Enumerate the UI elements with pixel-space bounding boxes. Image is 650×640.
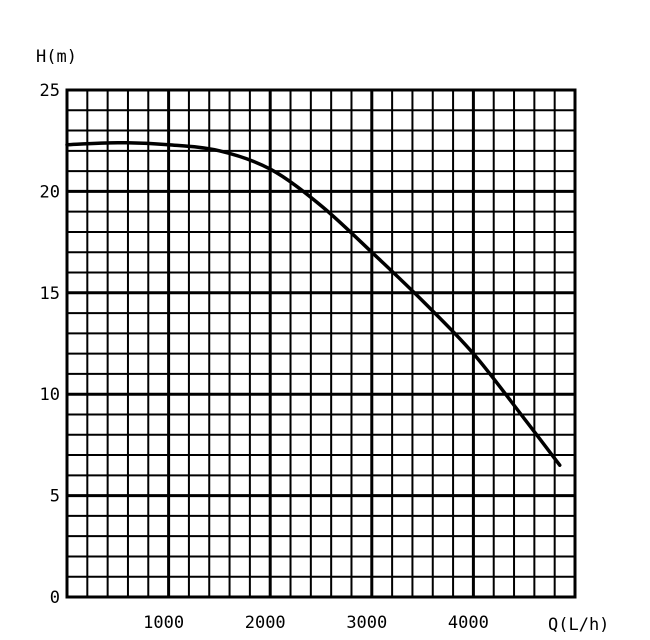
y-tick-labels: 0 5 10 15 20 25 — [40, 81, 60, 608]
series-group — [65, 140, 562, 467]
grid-minor — [67, 90, 575, 597]
x-tick-label: 1000 — [143, 613, 184, 633]
grid-major — [67, 90, 575, 597]
y-tick-label: 15 — [40, 284, 60, 304]
y-tick-label: 20 — [40, 182, 60, 202]
x-axis-label: Q(L/h) — [548, 615, 609, 635]
x-tick-label: 3000 — [346, 613, 387, 633]
y-tick-label: 10 — [40, 385, 60, 405]
y-tick-label: 25 — [40, 81, 60, 101]
plot-frame — [65, 88, 577, 599]
x-tick-label: 2000 — [245, 613, 286, 633]
y-tick-label: 5 — [50, 487, 60, 507]
x-tick-labels: 1000 2000 3000 4000 — [143, 613, 489, 633]
series-line-0 — [65, 140, 562, 467]
y-tick-label: 0 — [50, 588, 60, 608]
x-tick-label: 4000 — [448, 613, 489, 633]
y-axis-label: H(m) — [36, 47, 77, 67]
